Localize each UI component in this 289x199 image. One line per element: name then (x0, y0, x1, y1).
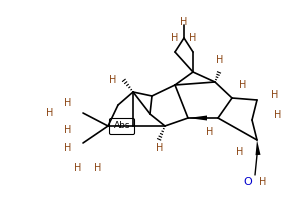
Text: H: H (239, 80, 247, 90)
Text: H: H (64, 125, 72, 135)
Text: H: H (180, 17, 188, 27)
Text: H: H (271, 90, 279, 100)
Text: H: H (156, 143, 164, 153)
Text: H: H (64, 98, 72, 108)
Text: H: H (74, 163, 82, 173)
Text: H: H (64, 143, 72, 153)
Text: H: H (94, 163, 102, 173)
Text: O: O (244, 177, 252, 187)
Text: H: H (216, 55, 224, 65)
Text: H: H (171, 33, 179, 43)
Text: H: H (109, 75, 117, 85)
Polygon shape (255, 140, 260, 155)
Polygon shape (188, 115, 207, 121)
Text: H: H (46, 108, 54, 118)
Text: H: H (189, 33, 197, 43)
Text: H: H (236, 147, 244, 157)
Text: Abs: Abs (114, 122, 130, 131)
Text: H: H (274, 110, 282, 120)
FancyBboxPatch shape (110, 118, 134, 135)
Text: H: H (206, 127, 214, 137)
Text: H: H (259, 177, 267, 187)
